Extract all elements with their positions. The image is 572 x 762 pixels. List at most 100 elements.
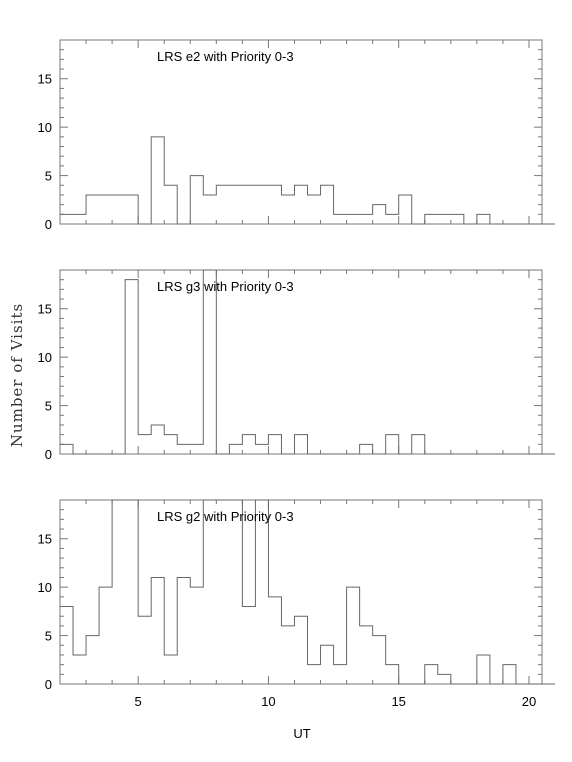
histogram-bin	[229, 500, 242, 684]
histogram-bin	[151, 137, 164, 224]
histogram-bin	[438, 674, 451, 684]
histogram-series-g3	[60, 269, 556, 455]
histogram-bin	[86, 195, 99, 224]
histogram-bin	[229, 185, 242, 224]
histogram-bin	[255, 444, 268, 454]
histogram-bin	[294, 616, 307, 684]
histogram-bin	[425, 665, 438, 684]
histogram-bin	[125, 280, 138, 454]
histogram-bin	[255, 500, 268, 684]
panel-g2: 0 5 10 15 5 10 15 20 LRS g2 with Priority 0-3	[38, 499, 556, 709]
panel-title-g3: LRS g3 with Priority 0-3	[157, 279, 294, 294]
histogram-bin	[373, 205, 386, 224]
x-tick-label: 20	[522, 694, 536, 709]
plot-frame	[59, 269, 543, 455]
histogram-bin	[412, 435, 425, 454]
histogram-bin	[294, 435, 307, 454]
y-tick-label: 0	[45, 447, 52, 462]
histogram-bin	[294, 185, 307, 224]
histogram-bin	[203, 500, 216, 684]
y-tick-label: 5	[45, 399, 52, 414]
histogram-bin	[73, 655, 86, 684]
x-axis-label: UT	[293, 726, 310, 741]
histogram-bin	[425, 214, 438, 224]
histogram-bin	[347, 214, 360, 224]
histogram-bin	[60, 444, 73, 454]
histogram-bin	[73, 214, 86, 224]
histogram-bin	[242, 435, 255, 454]
y-tick-label: 5	[45, 629, 52, 644]
histogram-bin	[60, 214, 73, 224]
histogram-bin	[386, 435, 399, 454]
histogram-bin	[242, 185, 255, 224]
histogram-bin	[99, 195, 112, 224]
histogram-bin	[203, 195, 216, 224]
histogram-bin	[229, 444, 242, 454]
histogram-bin	[268, 185, 281, 224]
histogram-bin	[268, 597, 281, 684]
histogram-bin	[477, 214, 490, 224]
histogram-bin	[216, 500, 229, 684]
histogram-bin	[125, 500, 138, 684]
histogram-bin	[334, 665, 347, 684]
histogram-bin	[386, 214, 399, 224]
panel-title-g2: LRS g2 with Priority 0-3	[157, 509, 294, 524]
panel-e2: 0 5 10 15 LRS e2 with Priority 0-3	[38, 39, 556, 232]
histogram-bin	[438, 214, 451, 224]
histogram-bin	[177, 444, 190, 454]
histogram-series-e2	[60, 136, 556, 225]
histogram-bin	[164, 185, 177, 224]
histogram-bin	[321, 645, 334, 684]
y-tick-label: 10	[38, 350, 52, 365]
histogram-bin	[308, 665, 321, 684]
histogram-bin	[164, 435, 177, 454]
histogram-bin	[190, 444, 203, 454]
histogram-bin	[99, 587, 112, 684]
y-tick-label: 0	[45, 677, 52, 692]
plot-frame	[59, 499, 543, 685]
y-tick-label: 15	[38, 302, 52, 317]
histogram-bin	[112, 500, 125, 684]
histogram-bin	[190, 176, 203, 224]
histogram-bin	[268, 435, 281, 454]
histogram-bin	[477, 655, 490, 684]
histogram-bin	[360, 444, 373, 454]
histogram-bin	[373, 636, 386, 684]
y-tick-label: 10	[38, 580, 52, 595]
histogram-bin	[321, 185, 334, 224]
y-tick-label: 15	[38, 72, 52, 87]
histogram-bin	[386, 665, 399, 684]
histogram-bin	[451, 214, 464, 224]
histogram-bin	[177, 577, 190, 684]
y-tick-label: 0	[45, 217, 52, 232]
histogram-bin	[151, 425, 164, 454]
x-tick-label: 10	[261, 694, 275, 709]
plot-frame	[59, 39, 543, 225]
histogram-bin	[281, 626, 294, 684]
x-tick-label: 5	[135, 694, 142, 709]
histogram-bin	[151, 577, 164, 684]
histogram-bin	[360, 214, 373, 224]
histogram-bin	[334, 214, 347, 224]
histogram-bin	[138, 616, 151, 684]
y-tick-label: 15	[38, 532, 52, 547]
histogram-bin	[503, 665, 516, 684]
histogram-bin	[203, 270, 216, 454]
y-axis-label: Number of Visits	[8, 303, 26, 447]
histogram-bin	[399, 195, 412, 224]
histogram-bin	[86, 636, 99, 684]
histogram-bin	[190, 587, 203, 684]
histogram-bin	[255, 185, 268, 224]
y-tick-label: 5	[45, 169, 52, 184]
histogram-bin	[60, 607, 73, 684]
x-tick-label: 15	[391, 694, 405, 709]
histogram-bin	[216, 185, 229, 224]
histogram-bin	[164, 655, 177, 684]
histogram-bin	[125, 195, 138, 224]
y-tick-label: 10	[38, 120, 52, 135]
histogram-bin	[112, 195, 125, 224]
histogram-bin	[242, 607, 255, 684]
histogram-bin	[308, 195, 321, 224]
histogram-series-g2	[60, 499, 556, 685]
